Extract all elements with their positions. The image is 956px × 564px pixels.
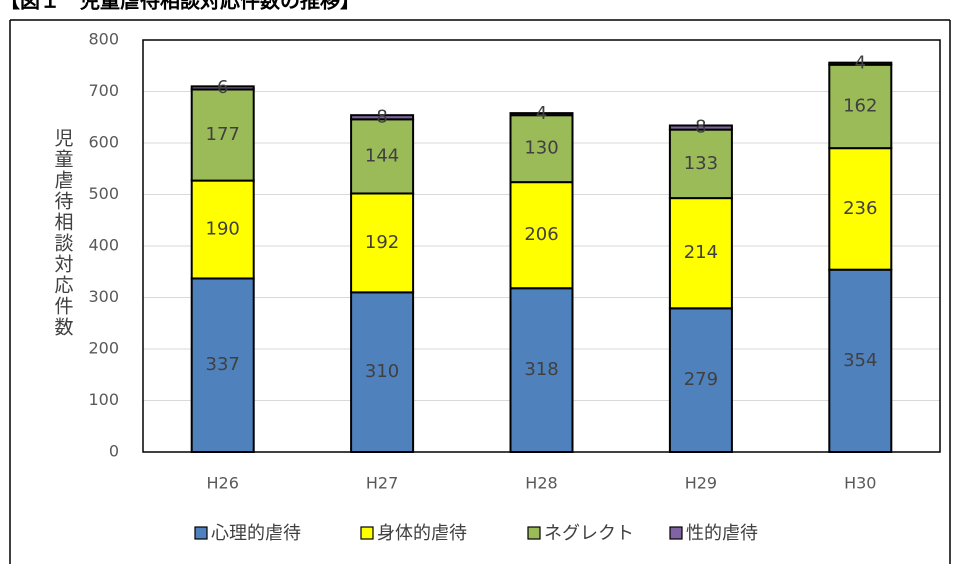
data-label: 8 (695, 117, 706, 138)
bar-segment (828, 268, 893, 453)
data-label: 8 (376, 106, 387, 127)
legend-swatch (360, 526, 374, 540)
bar-segment (509, 112, 574, 117)
data-label: 310 (365, 361, 399, 382)
legend-label: 性的虐待 (686, 523, 758, 544)
x-tick-label: H28 (525, 474, 557, 493)
data-label: 4 (536, 103, 547, 124)
bar-segment (668, 197, 733, 310)
data-label: 236 (843, 198, 877, 219)
data-label: 144 (365, 145, 399, 166)
chart-title: 【図１ 児童虐待相談対応件数の推移】 (0, 0, 360, 13)
bar-segment (668, 128, 733, 200)
data-label: 162 (843, 95, 877, 116)
data-label: 354 (843, 350, 877, 371)
x-tick-label: H29 (685, 474, 717, 493)
legend-label: 心理的虐待 (211, 523, 301, 544)
data-label: 192 (365, 232, 399, 253)
y-tick-label: 500 (88, 184, 119, 203)
y-tick-label: 0 (109, 442, 119, 461)
bar-segment (350, 291, 415, 453)
legend-swatch (669, 526, 683, 540)
y-tick-label: 700 (88, 81, 119, 100)
bar-segment (190, 88, 255, 182)
bar-segment (828, 63, 893, 150)
bar-segment (668, 124, 733, 131)
x-tick-label: H26 (207, 474, 239, 493)
data-label: 133 (684, 153, 718, 174)
y-tick-label: 600 (88, 133, 119, 152)
bar-segment (350, 192, 415, 294)
data-label: 318 (524, 359, 558, 380)
data-label: 130 (524, 138, 558, 159)
legend-label: ネグレクト (544, 523, 634, 544)
data-label: 177 (206, 124, 240, 145)
x-tick-label: H27 (366, 474, 398, 493)
data-label: 206 (524, 224, 558, 245)
legend-label: 身体的虐待 (377, 523, 467, 544)
bar-segment (190, 277, 255, 453)
y-tick-label: 200 (88, 339, 119, 358)
y-tick-label: 100 (88, 390, 119, 409)
data-label: 6 (217, 77, 228, 98)
bar-segment (509, 114, 574, 184)
bar-segment (350, 114, 415, 121)
y-tick-label: 800 (88, 30, 119, 49)
bar-segment (350, 118, 415, 195)
bar-segment (190, 85, 255, 91)
y-tick-label: 300 (88, 287, 119, 306)
bar-segment (509, 287, 574, 454)
data-label: 190 (206, 219, 240, 240)
data-label: 337 (206, 354, 240, 375)
bar-segment (828, 61, 893, 66)
legend-swatch (527, 526, 541, 540)
bar-segment (828, 147, 893, 271)
bar-segment (668, 307, 733, 453)
legend-swatch (194, 526, 208, 540)
data-label: 279 (684, 369, 718, 390)
data-label: 4 (855, 53, 866, 74)
y-tick-label: 400 (88, 236, 119, 255)
x-tick-label: H30 (844, 474, 876, 493)
data-label: 214 (684, 242, 718, 263)
y-axis-label: 児童虐待相談対応件数 (52, 128, 74, 338)
bar-segment (509, 181, 574, 290)
